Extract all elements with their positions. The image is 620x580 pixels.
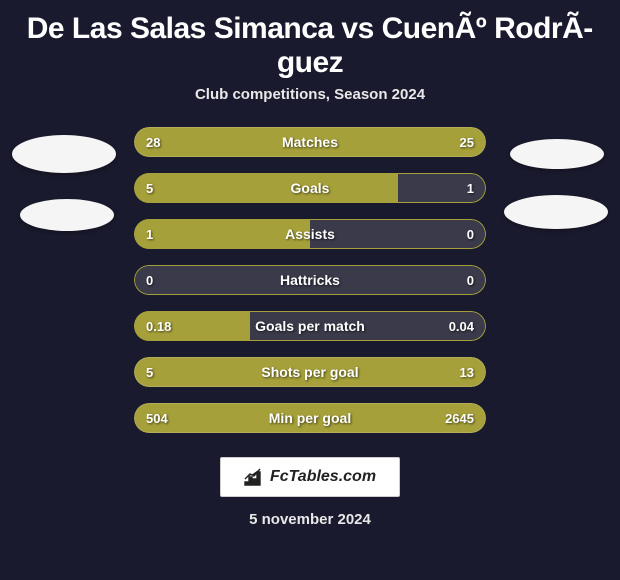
date-text: 5 november 2024	[0, 511, 620, 528]
player-photo-placeholder	[504, 195, 608, 229]
player-photo-placeholder	[12, 135, 116, 173]
stat-bars-container: Matches2825 Goals51 Assists10 Hattricks00 Go…	[134, 127, 486, 433]
bar-track	[134, 265, 486, 295]
stat-bar: Assists10	[134, 219, 486, 249]
stat-bar: Min per goal5042645	[134, 403, 486, 433]
stat-bar: Hattricks00	[134, 265, 486, 295]
left-player-photos	[12, 127, 116, 231]
page-title: De Las Salas Simanca vs CuenÃº RodrÃ­gue…	[0, 0, 620, 86]
stat-bar: Goals per match0.180.04	[134, 311, 486, 341]
chart-icon	[244, 468, 264, 486]
stat-bar: Goals51	[134, 173, 486, 203]
right-player-photos	[504, 127, 608, 229]
bar-track	[134, 403, 486, 433]
comparison-content: Matches2825 Goals51 Assists10 Hattricks00 Go…	[0, 127, 620, 433]
stat-bar: Shots per goal513	[134, 357, 486, 387]
player-photo-placeholder	[20, 199, 114, 231]
bar-fill-left	[134, 219, 310, 249]
player-photo-placeholder	[510, 139, 604, 169]
logo-text: FcTables.com	[270, 468, 376, 486]
fctables-logo: FcTables.com	[220, 457, 400, 497]
bar-fill-left	[134, 173, 398, 203]
bar-fill-left	[134, 311, 250, 341]
subtitle: Club competitions, Season 2024	[0, 86, 620, 103]
bar-track	[134, 127, 486, 157]
bar-track	[134, 357, 486, 387]
stat-bar: Matches2825	[134, 127, 486, 157]
